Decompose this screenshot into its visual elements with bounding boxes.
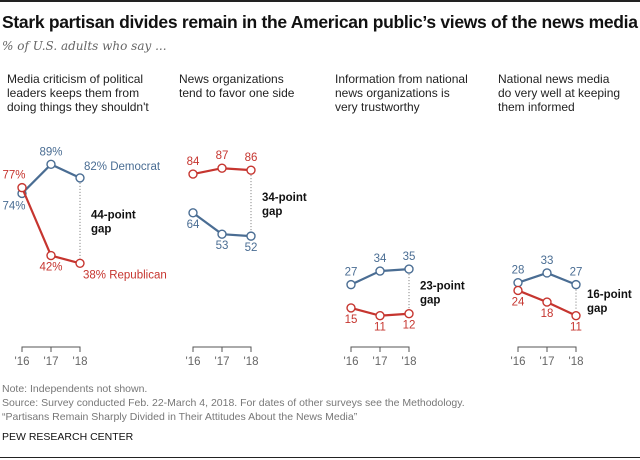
democrat-data-label: 53 xyxy=(216,240,229,252)
democrat-data-point xyxy=(375,266,385,276)
democrat-data-label: 52 xyxy=(245,242,258,254)
x-tick-label: '16 xyxy=(186,356,201,368)
republican-data-point xyxy=(571,310,581,321)
democrat-data-point xyxy=(217,229,227,239)
chart-subtitle: % of U.S. adults who say ... xyxy=(2,39,167,53)
republican-data-label: 11 xyxy=(570,322,582,334)
pew-brand: PEW RESEARCH CENTER xyxy=(2,431,134,443)
democrat-data-point xyxy=(542,268,552,278)
gap-label: 23-point xyxy=(420,280,465,292)
chart-title: Stark partisan divides remain in the Ame… xyxy=(2,12,638,32)
democrat-data-label: 28 xyxy=(512,265,525,277)
footer-report-title: “Partisans Remain Sharply Divided in The… xyxy=(2,411,358,423)
republican-data-label: 11 xyxy=(374,322,386,334)
gap-label: 34-point xyxy=(262,192,307,204)
democrat-data-label: 34 xyxy=(374,253,387,265)
republican-data-point xyxy=(542,297,552,307)
x-tick-label: '18 xyxy=(73,356,88,368)
x-tick-label: '16 xyxy=(344,356,359,368)
republican-data-label: 77% xyxy=(2,170,25,182)
republican-data-point xyxy=(46,250,56,261)
republican-data-label: 18 xyxy=(541,308,554,320)
x-tick-label: '18 xyxy=(244,356,259,368)
gap-label: gap xyxy=(262,206,282,218)
democrat-data-point xyxy=(513,277,523,288)
democrat-data-label: 27 xyxy=(345,267,358,279)
footer-note: Note: Independents not shown. xyxy=(2,383,148,395)
republican-data-point xyxy=(375,310,385,321)
x-tick-label: '16 xyxy=(15,356,30,368)
gap-label: gap xyxy=(91,224,111,236)
democrat-data-label: 82% Democrat xyxy=(84,161,161,173)
bottom-rule xyxy=(0,457,640,458)
democrat-data-label: 33 xyxy=(541,255,554,267)
democrat-data-label: 35 xyxy=(403,251,416,263)
x-tick-label: '17 xyxy=(44,356,59,368)
x-tick-label: '17 xyxy=(373,356,388,368)
top-rule xyxy=(0,0,640,2)
x-tick-label: '18 xyxy=(402,356,417,368)
democrat-data-point xyxy=(571,279,581,290)
democrat-data-label: 74% xyxy=(2,200,25,212)
gap-label: 44-point xyxy=(91,210,136,222)
republican-data-point xyxy=(404,309,414,319)
republican-data-label: 15 xyxy=(345,314,358,326)
republican-data-label: 86 xyxy=(245,152,258,164)
panel-title-media-criticism: Media criticism of political leaders kee… xyxy=(7,72,149,114)
republican-data-label: 42% xyxy=(39,262,62,274)
x-tick-label: '17 xyxy=(215,356,230,368)
panel-title-favor-one-side: News organizations tend to favor one sid… xyxy=(179,72,295,100)
republican-data-point xyxy=(513,285,523,296)
republican-data-label: 38% Republican xyxy=(83,269,167,281)
republican-data-label: 84 xyxy=(187,156,200,168)
democrat-data-point xyxy=(246,231,256,241)
x-tick-label: '16 xyxy=(511,356,526,368)
republican-data-label: 24 xyxy=(512,296,525,308)
gap-label: gap xyxy=(587,303,607,315)
panel-title-trustworthy: Information from national news organizat… xyxy=(335,72,468,114)
republican-data-point xyxy=(246,165,256,175)
democrat-data-point xyxy=(404,264,414,274)
democrat-data-point xyxy=(75,173,85,183)
democrat-data-point xyxy=(188,208,198,218)
gap-label: gap xyxy=(420,294,440,306)
footer-source: Source: Survey conducted Feb. 22-March 4… xyxy=(2,397,465,409)
x-tick-label: '18 xyxy=(569,356,584,368)
panel-title-keep-informed: National news media do very well at keep… xyxy=(498,72,621,114)
x-tick-label: '17 xyxy=(540,356,555,368)
republican-data-point xyxy=(217,163,227,173)
gap-label: 16-point xyxy=(587,289,632,301)
democrat-data-point xyxy=(346,279,356,290)
republican-data-point xyxy=(17,182,27,193)
republican-data-point xyxy=(346,303,356,313)
democrat-data-point xyxy=(46,159,56,170)
democrat-data-label: 27 xyxy=(570,267,583,279)
republican-data-label: 87 xyxy=(216,150,229,162)
republican-data-point xyxy=(75,258,85,268)
republican-data-point xyxy=(188,169,198,179)
republican-data-label: 12 xyxy=(403,320,416,332)
democrat-data-label: 89% xyxy=(39,146,62,158)
democrat-data-label: 64 xyxy=(187,219,200,231)
